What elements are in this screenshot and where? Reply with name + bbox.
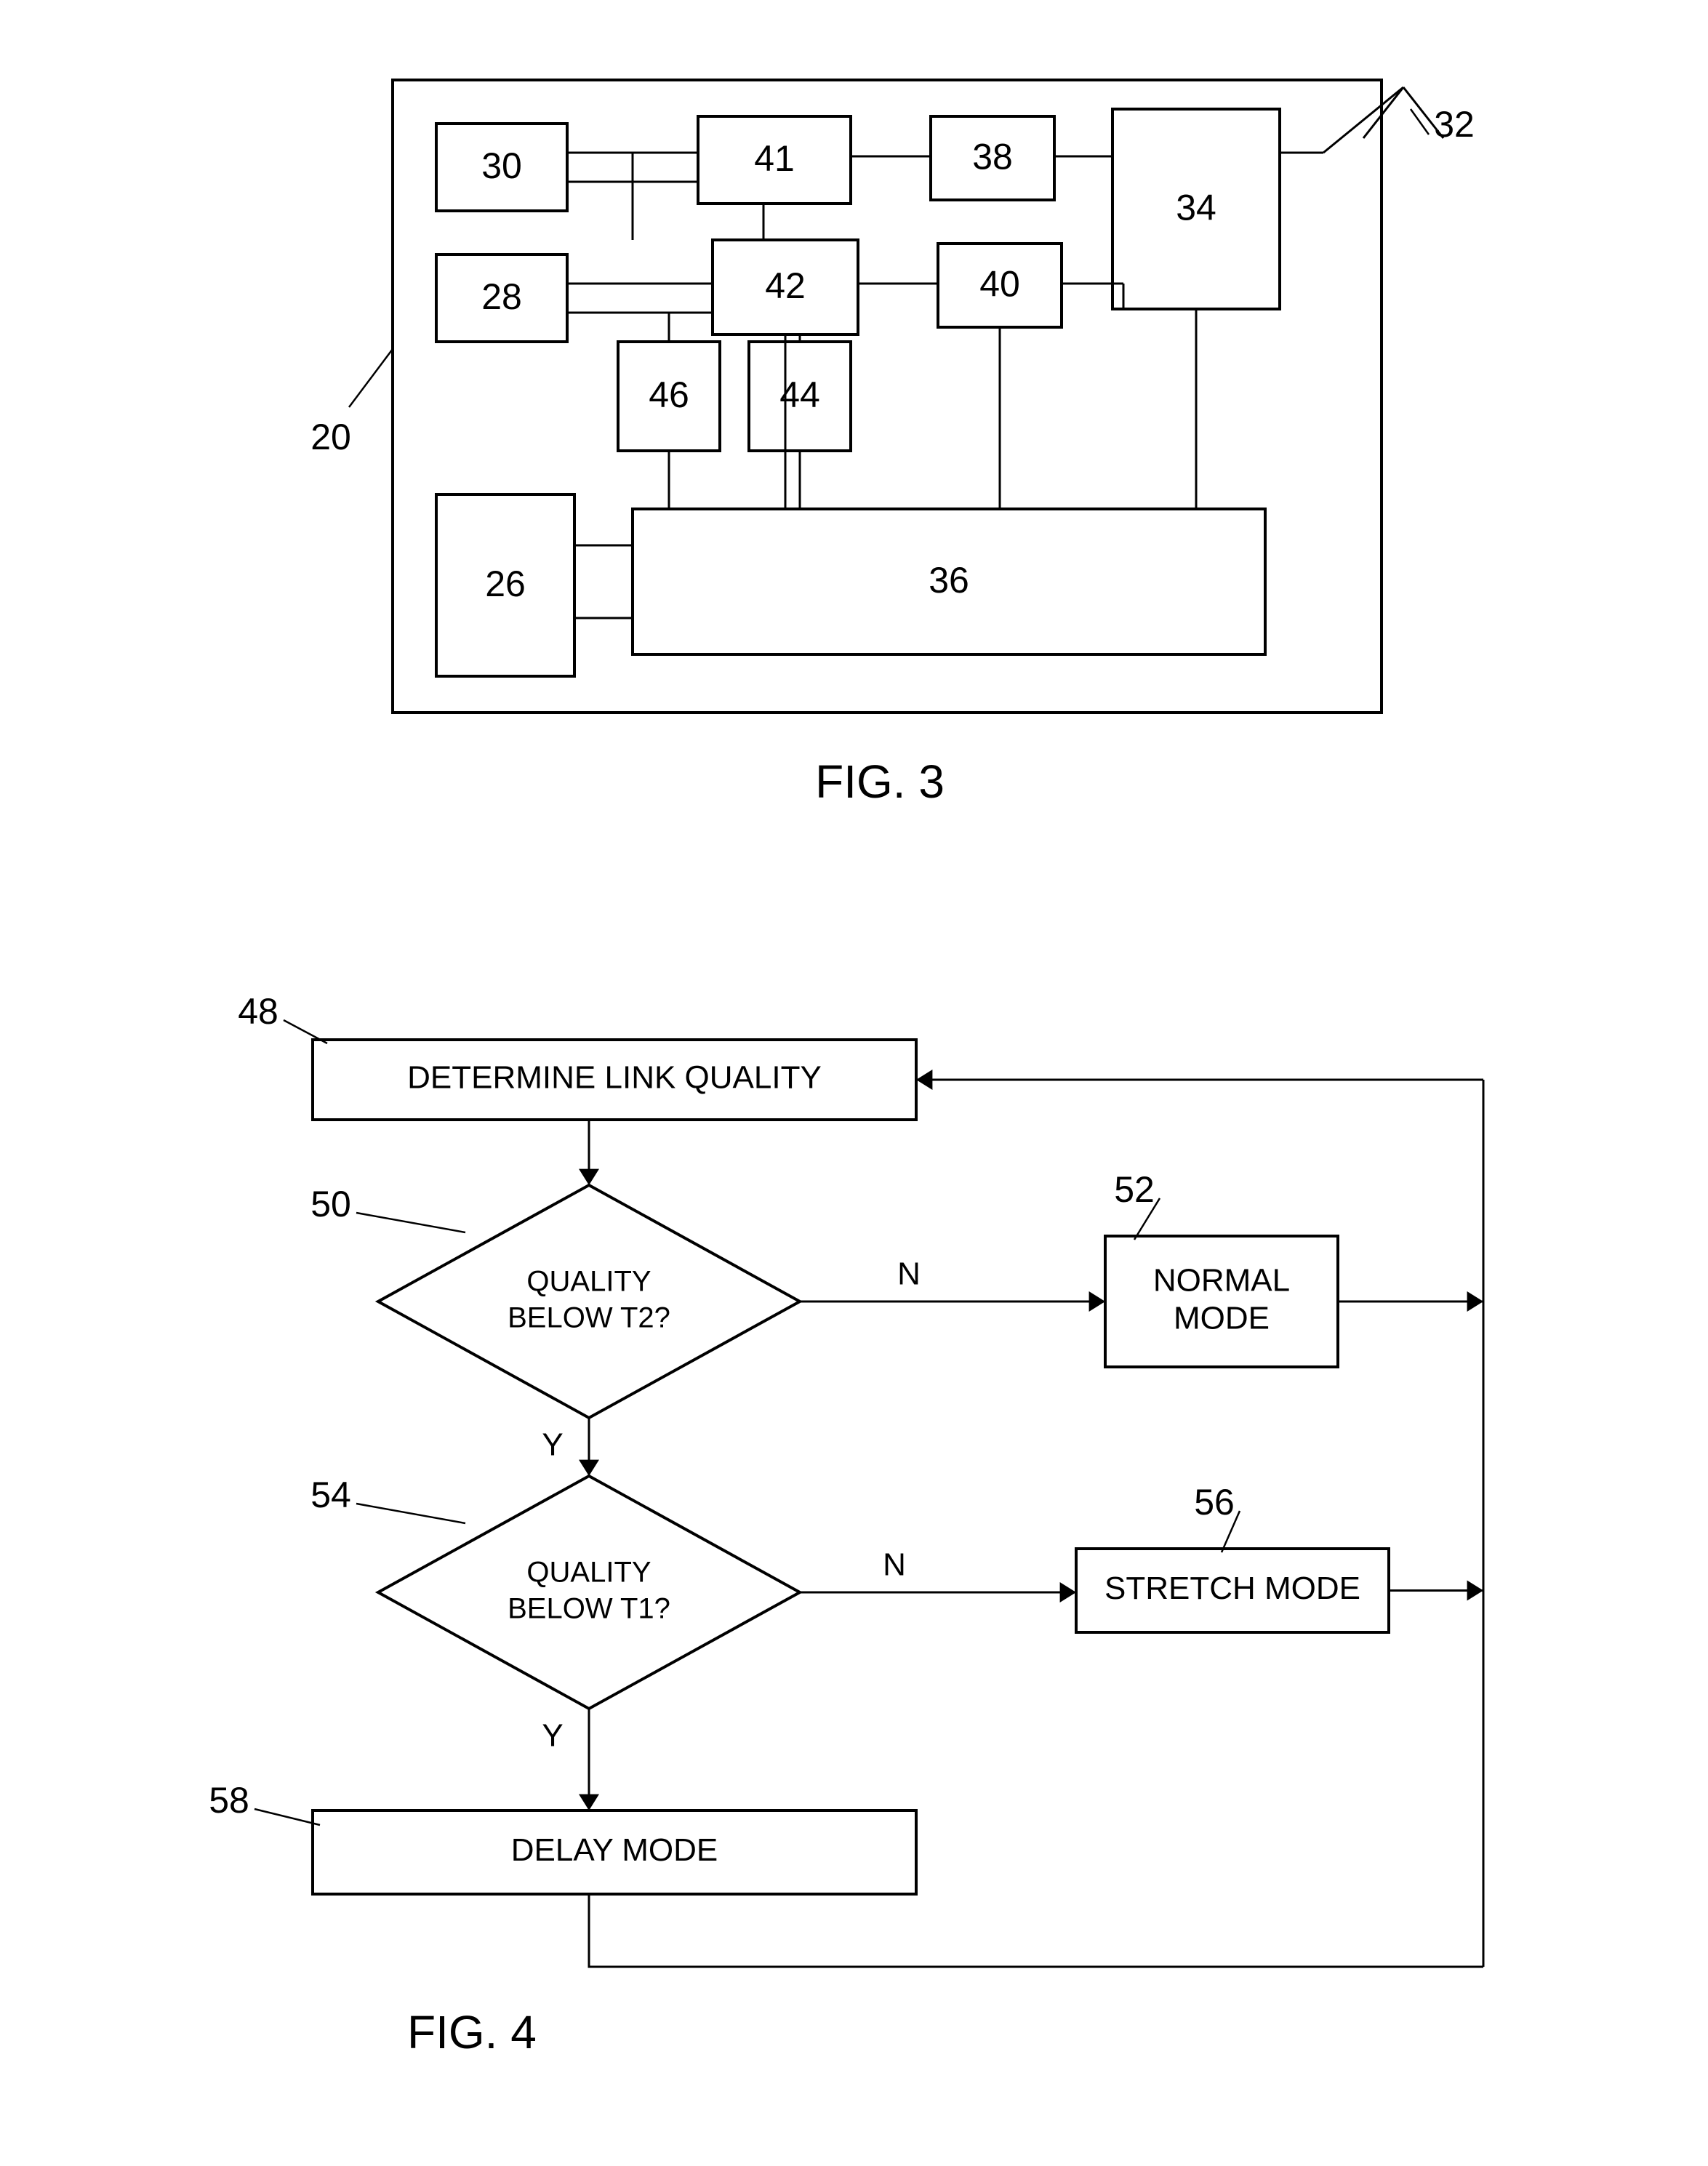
- svg-text:QUALITY: QUALITY: [526, 1266, 651, 1298]
- svg-text:30: 30: [481, 145, 522, 186]
- svg-text:41: 41: [754, 138, 795, 179]
- svg-text:58: 58: [209, 1780, 249, 1821]
- svg-text:40: 40: [979, 264, 1020, 305]
- svg-text:STRETCH MODE: STRETCH MODE: [1104, 1571, 1360, 1606]
- svg-text:56: 56: [1194, 1482, 1235, 1523]
- svg-text:50: 50: [310, 1184, 351, 1224]
- svg-text:38: 38: [972, 137, 1013, 177]
- svg-text:N: N: [883, 1547, 906, 1583]
- svg-text:N: N: [897, 1256, 921, 1292]
- svg-text:Y: Y: [542, 1718, 563, 1754]
- svg-text:54: 54: [310, 1475, 351, 1515]
- svg-text:48: 48: [238, 991, 278, 1032]
- svg-text:46: 46: [649, 374, 689, 415]
- svg-text:52: 52: [1114, 1169, 1155, 1210]
- svg-text:FIG. 4: FIG. 4: [407, 2006, 537, 2058]
- svg-text:BELOW T2?: BELOW T2?: [508, 1302, 670, 1334]
- svg-text:20: 20: [310, 417, 351, 457]
- svg-text:42: 42: [765, 265, 806, 306]
- svg-text:QUALITY: QUALITY: [526, 1557, 651, 1589]
- svg-text:BELOW T1?: BELOW T1?: [508, 1593, 670, 1625]
- svg-text:26: 26: [485, 563, 526, 604]
- svg-text:36: 36: [929, 560, 969, 601]
- svg-text:Y: Y: [542, 1427, 563, 1463]
- svg-text:NORMAL: NORMAL: [1153, 1263, 1290, 1299]
- svg-text:DETERMINE LINK QUALITY: DETERMINE LINK QUALITY: [407, 1060, 822, 1096]
- svg-text:32: 32: [1434, 104, 1475, 145]
- svg-text:MODE: MODE: [1174, 1301, 1270, 1336]
- svg-text:DELAY MODE: DELAY MODE: [511, 1832, 718, 1868]
- svg-text:34: 34: [1176, 188, 1216, 228]
- svg-text:28: 28: [481, 276, 522, 317]
- svg-text:FIG. 3: FIG. 3: [815, 755, 945, 808]
